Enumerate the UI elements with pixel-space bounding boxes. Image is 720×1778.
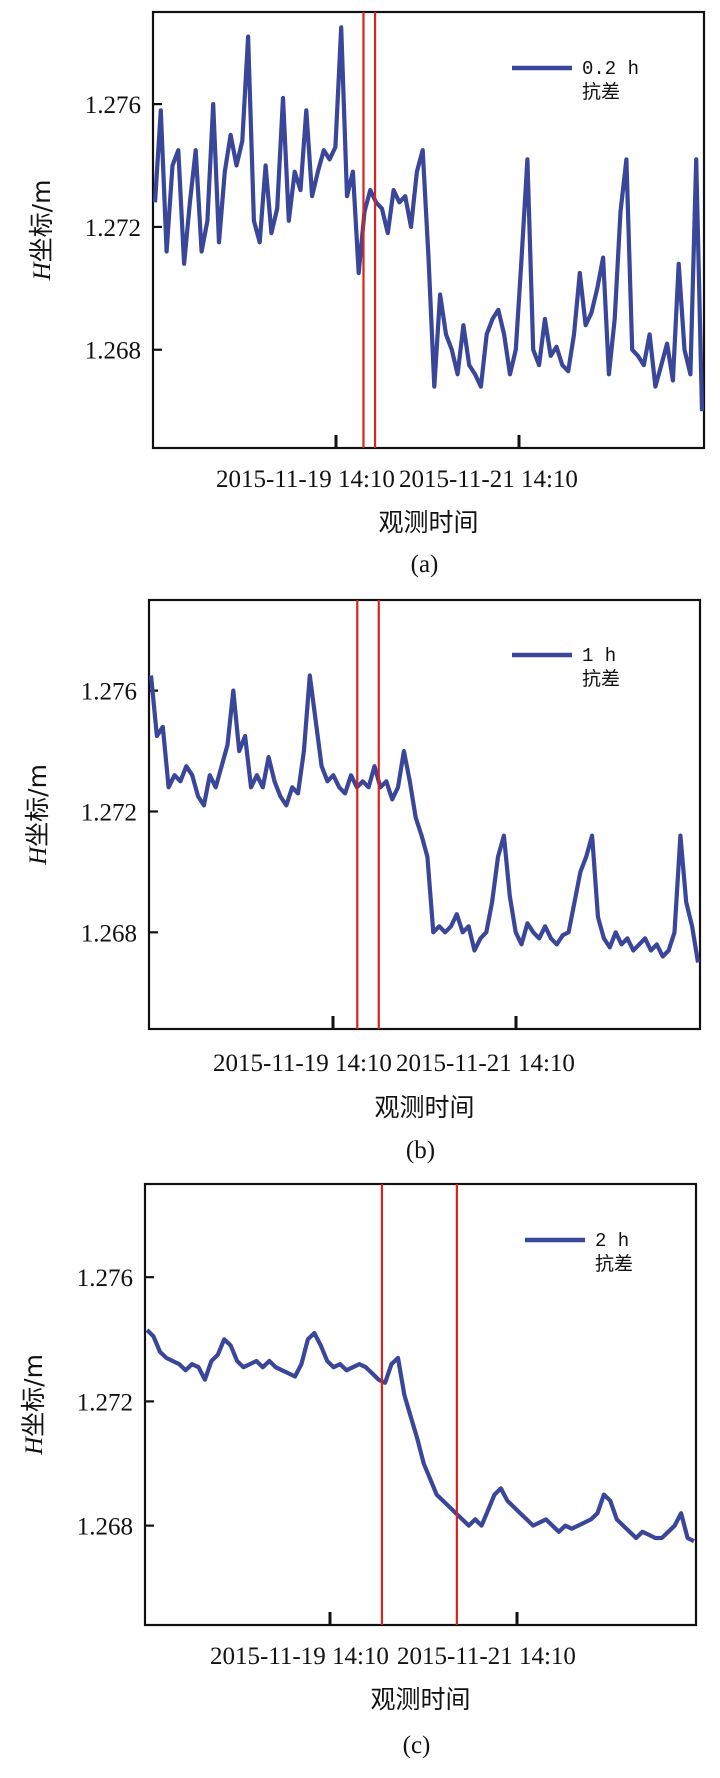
- y-tick-label: 1.276: [77, 1265, 133, 1292]
- plot-frame: [143, 1182, 698, 1627]
- x-axis-title: 观测时间: [370, 1685, 470, 1714]
- x-tick-label: 2015-11-19 14:10: [210, 1643, 389, 1670]
- legend-sublabel: 抗差: [582, 668, 620, 690]
- plot-frame: [147, 598, 702, 1031]
- legend-label: 1 h: [582, 645, 616, 667]
- panel-caption: (b): [406, 1137, 435, 1164]
- x-axis-title: 观测时间: [374, 1093, 474, 1122]
- panel-c: 1.276 1.272 1.268 2015-11-19 14:10 2015-11-2…: [19, 1182, 698, 1759]
- x-tick-label: 2015-11-19 14:10: [213, 1050, 392, 1077]
- y-tick-label: 1.268: [81, 920, 137, 947]
- panel-b: 1.276 1.272 1.268 2015-11-19 14:10 2015-11-2…: [23, 598, 702, 1164]
- series-line: [149, 673, 700, 963]
- x-axis-title: 观测时间: [378, 508, 478, 537]
- y-tick-label: 1.276: [85, 92, 141, 119]
- y-tick-label: 1.276: [81, 679, 137, 706]
- panel-caption: (a): [411, 551, 439, 578]
- x-tick-label: 2015-11-21 14:10: [399, 466, 578, 493]
- x-tick-label: 2015-11-19 14:10: [216, 466, 395, 493]
- panel-caption: (c): [403, 1732, 431, 1759]
- plot-frame: [151, 10, 706, 450]
- legend-label: 2 h: [595, 1230, 629, 1252]
- series-line: [153, 25, 704, 412]
- y-tick-label: 1.272: [85, 215, 141, 242]
- y-axis-title: H坐标/m: [27, 180, 56, 282]
- y-tick-label: 1.272: [77, 1389, 133, 1416]
- legend-sublabel: 抗差: [582, 81, 620, 103]
- y-tick-label: 1.272: [81, 799, 137, 826]
- legend-label: 0.2 h: [582, 58, 639, 80]
- legend-sublabel: 抗差: [595, 1253, 633, 1275]
- x-tick-label: 2015-11-21 14:10: [396, 1050, 575, 1077]
- panel-a: 1.276 1.272 1.268 2015-11-19 14:10 2015-11-2…: [27, 10, 706, 578]
- y-tick-label: 1.268: [77, 1514, 133, 1541]
- y-axis-title: H坐标/m: [23, 764, 52, 866]
- y-axis-title: H坐标/m: [19, 1354, 48, 1456]
- series-line: [145, 1328, 695, 1543]
- y-tick-label: 1.268: [85, 338, 141, 365]
- x-tick-label: 2015-11-21 14:10: [397, 1643, 576, 1670]
